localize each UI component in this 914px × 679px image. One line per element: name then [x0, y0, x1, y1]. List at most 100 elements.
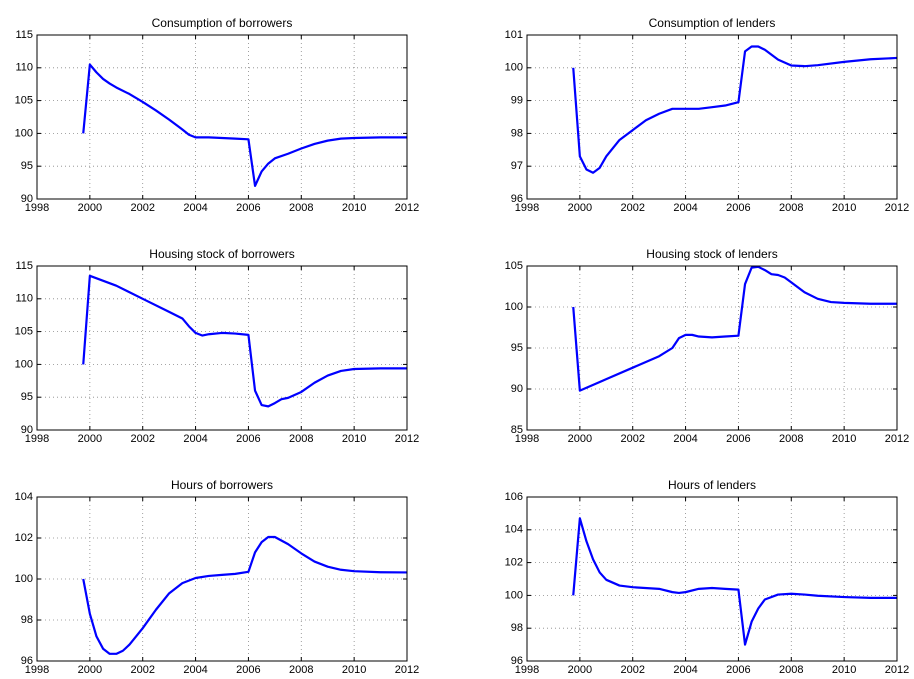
x-tick-label: 2006	[236, 664, 260, 676]
x-tick-label: 2004	[673, 202, 697, 214]
plot-frame	[36, 265, 408, 431]
x-tick-label: 2002	[130, 202, 154, 214]
plot-frame	[36, 496, 408, 662]
y-tick-label: 98	[511, 622, 523, 634]
x-tick-label: 2006	[726, 664, 750, 676]
x-tick-label: 1998	[25, 202, 49, 214]
x-tick-label: 2002	[130, 433, 154, 445]
x-tick-label: 2000	[568, 433, 592, 445]
x-tick-label: 2004	[673, 664, 697, 676]
x-tick-label: 2002	[130, 664, 154, 676]
y-tick-label: 106	[505, 491, 523, 503]
y-tick-label: 90	[21, 424, 33, 436]
x-tick-label: 1998	[515, 664, 539, 676]
x-tick-label: 2010	[342, 202, 366, 214]
y-tick-label: 97	[511, 160, 523, 172]
y-tick-label: 98	[21, 614, 33, 626]
x-tick-label: 2008	[289, 664, 313, 676]
plot-area	[37, 266, 407, 430]
y-tick-label: 99	[511, 95, 523, 107]
x-tick-label: 2012	[395, 664, 419, 676]
y-tick-label: 95	[21, 391, 33, 403]
plot-area	[527, 497, 897, 661]
y-tick-label: 98	[511, 127, 523, 139]
x-tick-label: 2012	[885, 664, 909, 676]
plot-frame	[526, 265, 898, 431]
x-tick-label: 2004	[673, 433, 697, 445]
y-tick-label: 95	[511, 342, 523, 354]
x-tick-label: 2006	[236, 433, 260, 445]
y-tick-label: 100	[505, 589, 523, 601]
x-tick-label: 2002	[620, 433, 644, 445]
y-tick-label: 105	[15, 326, 33, 338]
y-tick-label: 115	[15, 29, 33, 41]
data-line	[572, 265, 897, 392]
plot-frame	[526, 496, 898, 662]
plot-frame	[526, 34, 898, 200]
x-tick-label: 2012	[395, 202, 419, 214]
y-tick-label: 102	[505, 557, 523, 569]
data-line	[82, 274, 407, 408]
y-tick-label: 115	[15, 260, 33, 272]
chart-title: Hours of borrowers	[171, 478, 273, 492]
x-tick-label: 2004	[183, 202, 207, 214]
x-tick-label: 2010	[342, 433, 366, 445]
x-tick-label: 2008	[779, 202, 803, 214]
chart-title: Hours of lenders	[668, 478, 756, 492]
plot-frame	[36, 34, 408, 200]
y-tick-label: 104	[15, 491, 33, 503]
y-tick-label: 95	[21, 160, 33, 172]
x-tick-label: 2006	[236, 202, 260, 214]
y-tick-label: 104	[505, 524, 523, 536]
y-tick-label: 110	[15, 62, 33, 74]
data-line	[82, 63, 407, 187]
x-tick-label: 2008	[779, 664, 803, 676]
x-tick-label: 2004	[183, 433, 207, 445]
x-tick-label: 2008	[289, 202, 313, 214]
y-tick-label: 96	[511, 193, 523, 205]
x-tick-label: 2008	[289, 433, 313, 445]
x-tick-label: 2010	[342, 664, 366, 676]
y-tick-label: 101	[505, 29, 523, 41]
y-tick-label: 96	[511, 655, 523, 667]
x-tick-label: 2010	[832, 433, 856, 445]
data-line	[572, 517, 897, 646]
chart-title: Housing stock of lenders	[646, 247, 777, 261]
x-tick-label: 2000	[78, 664, 102, 676]
y-tick-label: 105	[505, 260, 523, 272]
x-tick-label: 2000	[78, 433, 102, 445]
x-tick-label: 2010	[832, 202, 856, 214]
plot-area	[527, 35, 897, 199]
y-tick-label: 100	[15, 358, 33, 370]
x-tick-label: 2000	[568, 202, 592, 214]
x-tick-label: 2010	[832, 664, 856, 676]
y-tick-label: 110	[15, 293, 33, 305]
data-line	[572, 45, 898, 174]
chart-title: Housing stock of borrowers	[149, 247, 294, 261]
y-tick-label: 85	[511, 424, 523, 436]
y-tick-label: 90	[21, 193, 33, 205]
x-tick-label: 2000	[78, 202, 102, 214]
chart-title: Consumption of borrowers	[152, 16, 293, 30]
y-tick-label: 105	[15, 95, 33, 107]
y-tick-label: 100	[505, 62, 523, 74]
data-line	[82, 535, 408, 655]
x-tick-label: 2012	[395, 433, 419, 445]
x-tick-label: 2006	[726, 433, 750, 445]
x-tick-label: 2004	[183, 664, 207, 676]
x-tick-label: 1998	[25, 433, 49, 445]
x-tick-label: 1998	[515, 433, 539, 445]
x-tick-label: 2006	[726, 202, 750, 214]
plot-area	[37, 35, 407, 199]
y-tick-label: 102	[15, 532, 33, 544]
y-tick-label: 100	[15, 573, 33, 585]
x-tick-label: 2008	[779, 433, 803, 445]
x-tick-label: 1998	[515, 202, 539, 214]
chart-title: Consumption of lenders	[649, 16, 776, 30]
y-tick-label: 100	[15, 127, 33, 139]
x-tick-label: 2002	[620, 202, 644, 214]
y-tick-label: 100	[505, 301, 523, 313]
x-tick-label: 2012	[885, 202, 909, 214]
x-tick-label: 1998	[25, 664, 49, 676]
